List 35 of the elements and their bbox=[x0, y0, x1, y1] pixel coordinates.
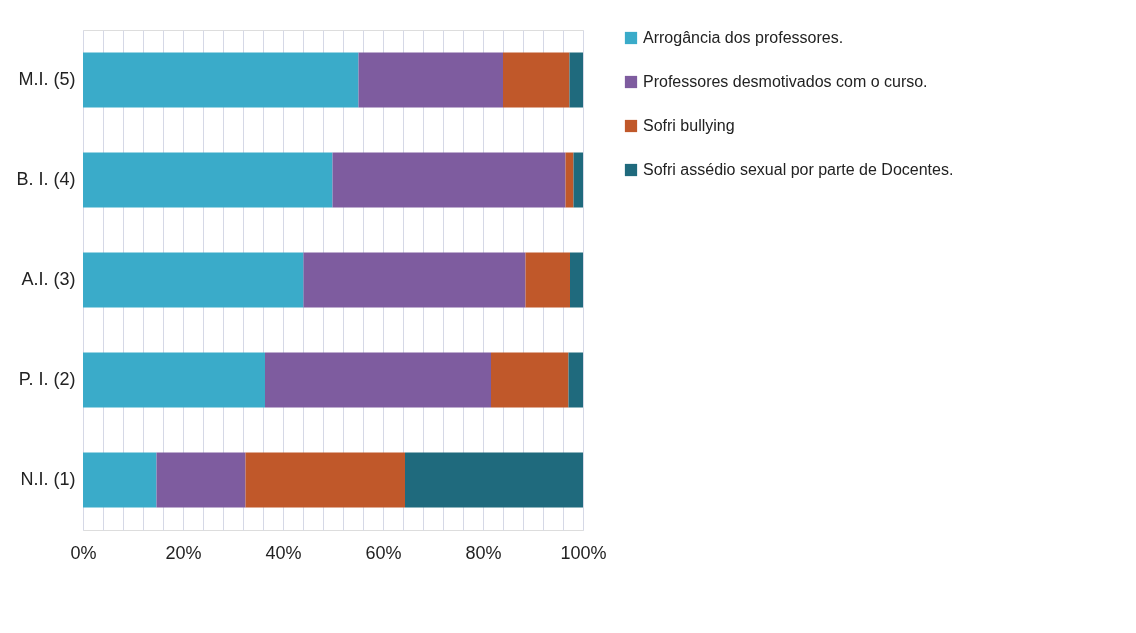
bar bbox=[83, 452, 157, 508]
y-tick-label: P. I. (2) bbox=[18, 369, 76, 389]
bar bbox=[83, 52, 359, 108]
bar bbox=[568, 352, 583, 408]
bar bbox=[156, 452, 246, 508]
y-tick-label: A.I. (3) bbox=[21, 269, 76, 289]
bar bbox=[491, 352, 569, 408]
bar bbox=[265, 352, 491, 408]
y-tick-label: N.I. (1) bbox=[20, 469, 76, 489]
bar bbox=[83, 152, 333, 208]
legend-label: Professores desmotivados com o curso. bbox=[643, 73, 928, 90]
bar bbox=[358, 52, 503, 108]
bar bbox=[83, 352, 265, 408]
bar bbox=[245, 452, 405, 508]
y-tick-label: B. I. (4) bbox=[16, 169, 76, 189]
legend-label: Sofri bullying bbox=[643, 117, 735, 134]
bar bbox=[573, 152, 583, 208]
x-tick-label: 40% bbox=[265, 542, 302, 563]
legend-label: Sofri assédio sexual por parte de Docentes. bbox=[643, 161, 954, 178]
x-tick-label: 60% bbox=[365, 542, 402, 563]
legend-label: Arrogância dos professores. bbox=[643, 29, 844, 46]
bar bbox=[83, 252, 304, 308]
x-tick-label: 80% bbox=[465, 542, 502, 563]
bar bbox=[525, 252, 570, 308]
bar bbox=[570, 252, 583, 308]
bar bbox=[303, 252, 526, 308]
y-tick-label: M.I. (5) bbox=[18, 69, 76, 89]
x-tick-label: 20% bbox=[165, 542, 202, 563]
bar bbox=[503, 52, 570, 108]
x-tick-label: 100% bbox=[560, 542, 607, 563]
bar bbox=[332, 152, 566, 208]
bar bbox=[405, 452, 583, 508]
bar bbox=[569, 52, 583, 108]
bar bbox=[565, 152, 574, 208]
x-tick-label: 0% bbox=[70, 542, 97, 563]
